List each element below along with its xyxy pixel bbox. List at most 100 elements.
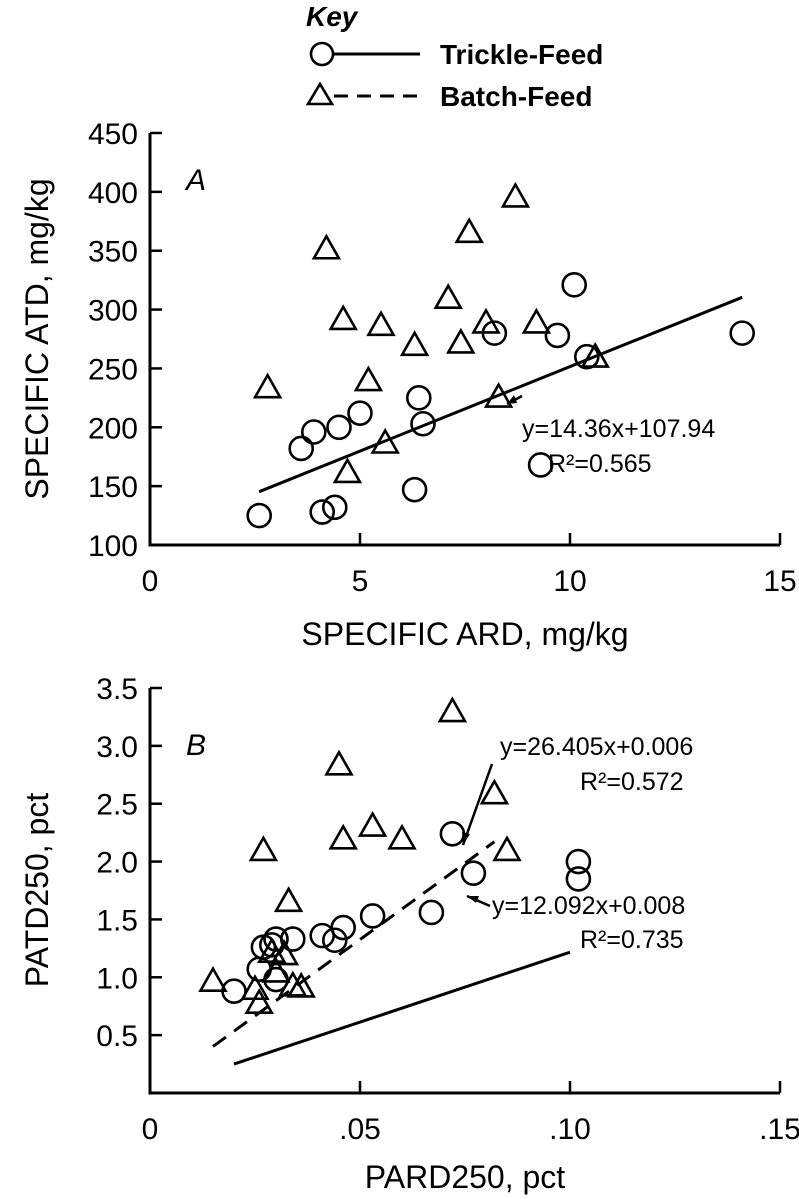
solid-fit-line [233,950,571,1066]
panel-a-label: A [184,164,206,197]
batch-feed-point [353,365,384,392]
batch-feed-point [311,233,342,260]
batch-feed-point [580,341,610,368]
panel-a-fit-equation: y=14.36x+107.94 [522,415,715,443]
trickle-feed-point [263,926,289,952]
batch-feed-point [483,381,514,408]
panel-b-solid-fit-r2: R²=0.735 [580,926,684,954]
trickle-feed-point [573,343,600,370]
trickle-feed-point [460,860,487,886]
trickle-feed-point [544,322,571,349]
panel-a-fit-r2: R²=0.565 [548,450,652,478]
batch-feed-point [252,372,283,399]
trickle-feed-point [326,414,352,441]
trickle-feed-point [401,476,428,503]
trickle-feed-point [410,410,436,437]
y-tick-label: 1.0 [96,962,138,995]
legend-circle-marker [309,41,335,67]
batch-feed-point [521,307,552,334]
chart-panel-a: A SPECIFIC ARD, mg/kg SPECIFIC ATD, mg/k… [19,118,797,652]
y-tick-label: 2.0 [96,847,138,880]
x-tick-label: 0 [142,565,159,598]
y-tick-label: 100 [88,530,138,563]
batch-feed-point [471,307,501,334]
legend-title: Key [306,1,359,32]
trickle-feed-point [309,922,336,949]
batch-feed-point [399,330,430,357]
batch-feed-point [500,181,531,208]
legend-triangle-marker [305,81,335,106]
x-tick-label: 0 [142,1113,159,1146]
trickle-feed-point [729,320,756,346]
batch-feed-point [357,810,388,837]
batch-feed-point [332,457,363,484]
dashed-fit-line [212,840,496,1048]
batch-feed-point [244,988,274,1014]
y-tick-label: 350 [88,236,138,269]
y-tick-label: 400 [88,177,138,210]
batch-feed-point [261,956,291,983]
panel-b-dashed-pointer-arrowhead [462,832,470,845]
panel-a-x-axis-label: SPECIFIC ARD, mg/kg [301,616,628,652]
batch-feed-point [328,304,358,331]
y-tick-label: 1.5 [96,904,138,937]
y-tick-label: 300 [88,295,138,328]
panel-a-pointer-arrowhead [507,395,517,404]
panel-b-dashed-fit-pointer [461,763,494,846]
trickle-feed-point [439,820,466,847]
y-tick-label: 3.0 [96,731,138,764]
batch-feed-point [387,823,417,850]
x-tick-label: .05 [339,1113,381,1146]
batch-feed-point [437,696,468,723]
panel-a-y-axis-label: SPECIFIC ATD, mg/kg [19,178,55,499]
batch-feed-point [454,217,484,244]
panel-b-label: B [186,729,206,762]
trickle-feed-point [565,848,592,875]
trickle-feed-point [321,494,348,521]
panel-b-solid-fit-equation: y=12.092x+0.008 [492,892,685,920]
batch-feed-point [248,835,279,862]
batch-feed-point [273,886,304,913]
solid-fit-line [258,295,743,494]
trickle-feed-point [565,866,592,892]
y-tick-label: 3.5 [96,673,138,706]
trickle-feed-point [561,272,588,298]
x-tick-label: 15 [763,565,796,598]
y-tick-label: 200 [88,412,138,445]
panel-b-dashed-fit-equation: y=26.405x+0.006 [500,733,693,761]
trickle-feed-point [300,419,327,445]
trickle-feed-point [405,385,432,411]
chart-panel-b: B PARD250, pct PATD250, pct 0 .05 .10 .15 0… [19,673,799,1195]
legend-label-batch-feed: Batch-Feed [440,81,592,112]
x-tick-label: .15 [759,1113,799,1146]
y-tick-label: 2.5 [96,789,138,822]
panel-b-solid-pointer-arrowhead [467,896,479,903]
trickle-feed-point [279,926,306,952]
y-tick-label: 150 [88,471,138,504]
x-tick-label: 10 [553,565,586,598]
trickle-feed-point [527,452,554,478]
batch-feed-point [366,310,396,337]
batch-feed-point [269,939,300,966]
batch-feed-point [370,427,400,454]
trickle-feed-point [246,502,273,529]
trickle-feed-point [330,914,357,941]
batch-feed-point [324,749,354,776]
panel-b-dashed-fit-r2: R²=0.572 [580,768,684,796]
batch-feed-point [433,283,463,310]
batch-feed-point [479,778,510,805]
batch-feed-point [328,823,358,850]
y-tick-label: 250 [88,353,138,386]
legend-label-trickle-feed: Trickle-Feed [440,39,603,70]
trickle-feed-point [347,400,373,426]
batch-feed-point [492,835,522,862]
batch-feed-point [446,327,476,354]
trickle-feed-point [359,903,386,929]
trickle-feed-point [418,899,445,926]
panel-b-x-axis-label: PARD250, pct [365,1159,566,1195]
y-tick-label: 450 [88,118,138,151]
trickle-feed-point [288,435,315,462]
legend: Key Trickle-Feed Batch-Feed [305,1,603,112]
panel-b-y-axis-label: PATD250, pct [19,793,55,988]
